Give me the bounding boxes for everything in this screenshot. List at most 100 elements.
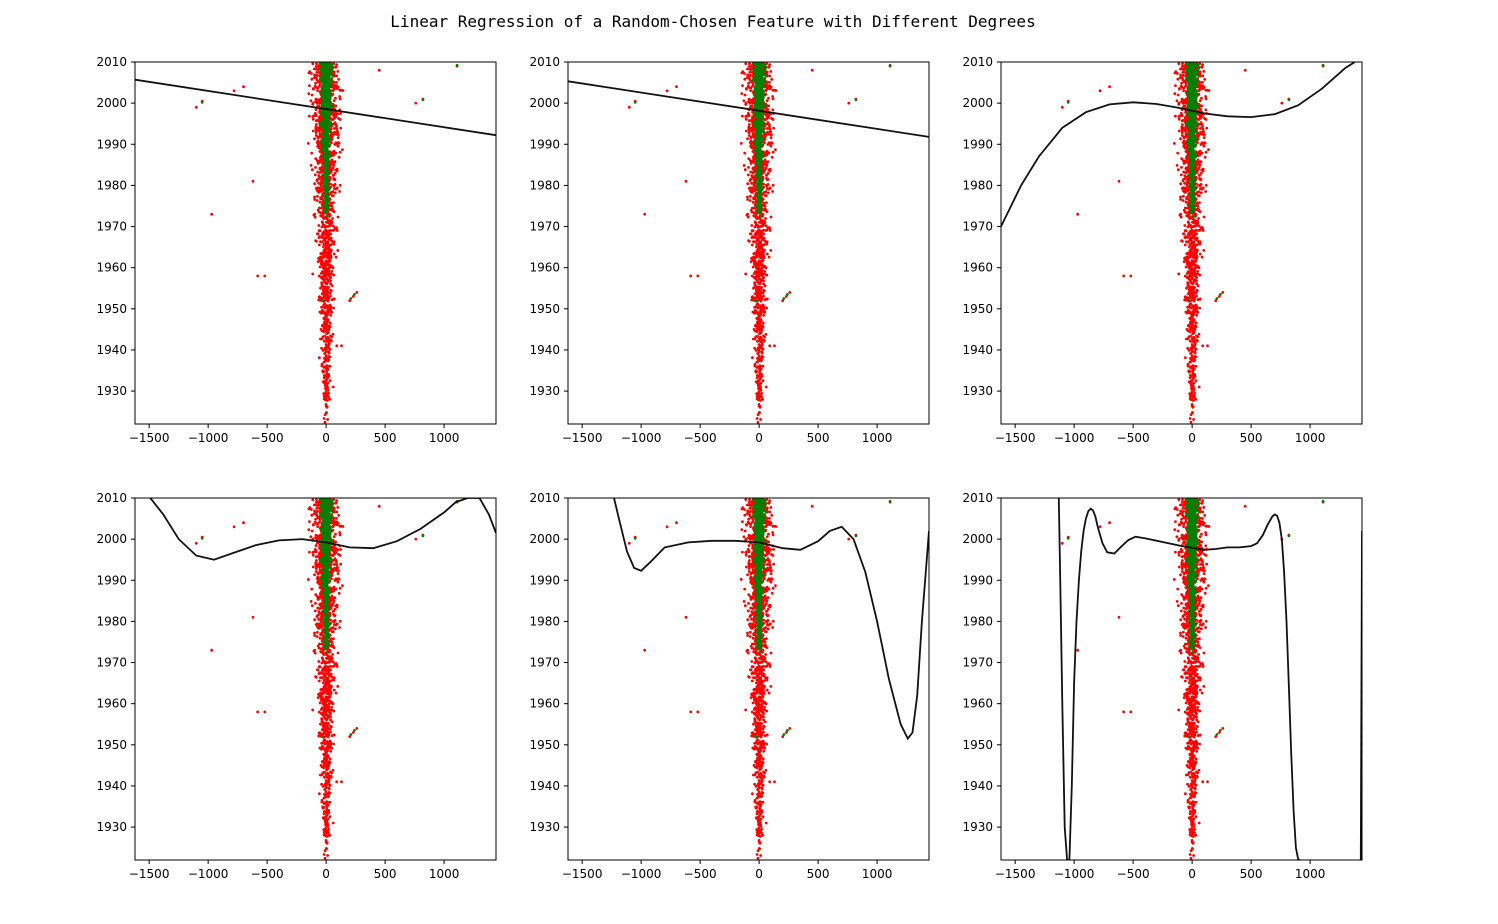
data-point-red bbox=[765, 252, 769, 256]
data-point-green bbox=[786, 293, 789, 296]
data-point-red bbox=[696, 274, 700, 278]
data-point-green bbox=[759, 159, 763, 162]
data-point-green bbox=[326, 205, 330, 208]
data-point-green bbox=[757, 95, 761, 98]
data-point-red bbox=[760, 373, 764, 376]
data-point-green bbox=[755, 79, 759, 82]
data-point-red bbox=[765, 201, 768, 205]
data-point-green bbox=[633, 100, 637, 104]
figure-title: Linear Regression of a Random-Chosen Fea… bbox=[390, 12, 1036, 31]
data-point-red bbox=[313, 73, 316, 77]
data-point-red bbox=[754, 265, 758, 268]
data-point-red bbox=[758, 235, 762, 239]
data-point-red bbox=[314, 65, 318, 68]
data-point-red bbox=[752, 157, 756, 161]
data-point-red bbox=[327, 391, 330, 395]
data-point-red bbox=[757, 293, 761, 296]
data-point-red bbox=[749, 89, 752, 92]
data-point-red bbox=[310, 77, 314, 81]
data-point-red bbox=[750, 210, 754, 214]
data-point-red bbox=[313, 195, 316, 199]
data-point-red bbox=[748, 77, 751, 80]
data-point-red bbox=[310, 151, 314, 155]
data-point-red bbox=[319, 135, 323, 139]
data-point-green bbox=[760, 207, 763, 211]
data-point-red bbox=[684, 179, 688, 183]
data-point-green bbox=[758, 62, 762, 65]
data-point-red bbox=[768, 133, 771, 136]
data-point-red bbox=[758, 298, 761, 302]
data-point-red bbox=[321, 297, 324, 300]
data-point-red bbox=[689, 274, 693, 278]
data-point-red bbox=[324, 266, 327, 270]
data-point-green bbox=[756, 131, 760, 135]
data-point-red bbox=[1196, 284, 1200, 288]
data-point-green bbox=[758, 134, 761, 137]
data-point-red bbox=[320, 220, 324, 224]
data-point-red bbox=[336, 70, 340, 73]
data-point-red bbox=[756, 311, 760, 315]
x-tick-label: −1000 bbox=[621, 431, 662, 445]
data-point-red bbox=[767, 255, 771, 259]
data-point-red bbox=[751, 150, 755, 153]
data-point-green bbox=[322, 204, 326, 207]
data-point-red bbox=[1179, 84, 1183, 88]
data-point-red bbox=[318, 82, 322, 86]
data-point-red bbox=[312, 87, 315, 90]
data-point-red bbox=[322, 366, 326, 369]
data-point-red bbox=[765, 163, 769, 167]
data-point-red bbox=[746, 215, 750, 219]
data-point-red bbox=[326, 381, 330, 385]
data-point-red bbox=[325, 288, 328, 291]
data-point-red bbox=[754, 193, 757, 196]
data-point-red bbox=[757, 390, 761, 394]
data-point-red bbox=[332, 306, 335, 310]
data-point-red bbox=[751, 167, 755, 171]
data-point-green bbox=[763, 78, 766, 82]
data-point-red bbox=[771, 97, 775, 101]
data-point-red bbox=[330, 310, 334, 314]
data-point-red bbox=[771, 190, 774, 193]
data-point-red bbox=[313, 182, 317, 186]
data-point-red bbox=[325, 254, 329, 257]
y-tick: 1940 bbox=[96, 343, 135, 357]
data-point-green bbox=[755, 204, 759, 207]
data-point-red bbox=[331, 194, 335, 198]
data-point-red bbox=[749, 178, 752, 182]
data-point-red bbox=[767, 96, 770, 100]
data-point-green bbox=[325, 190, 328, 194]
data-point-red bbox=[761, 379, 765, 383]
data-point-green bbox=[760, 62, 764, 65]
data-point-red bbox=[767, 141, 771, 145]
data-point-red bbox=[326, 260, 330, 264]
data-point-green bbox=[322, 111, 326, 114]
x-tick: −1500 bbox=[562, 424, 602, 445]
data-point-red bbox=[320, 270, 324, 273]
data-point-red bbox=[325, 320, 329, 324]
data-point-red bbox=[263, 274, 267, 278]
data-point-red bbox=[762, 264, 766, 268]
data-point-red bbox=[1200, 65, 1204, 69]
data-point-red bbox=[335, 127, 339, 131]
data-point-red bbox=[311, 62, 315, 65]
data-point-red bbox=[328, 291, 332, 295]
data-point-red bbox=[749, 80, 753, 84]
data-point-red bbox=[329, 182, 332, 186]
x-tick-label: −1500 bbox=[129, 431, 170, 445]
data-point-green bbox=[759, 205, 763, 208]
data-point-green bbox=[760, 139, 764, 143]
data-point-green bbox=[760, 70, 764, 74]
data-point-red bbox=[755, 242, 759, 246]
data-point-red bbox=[766, 171, 770, 175]
data-point-red bbox=[747, 125, 751, 129]
data-point-red bbox=[746, 112, 750, 115]
data-point-red bbox=[333, 191, 337, 195]
data-point-red bbox=[314, 134, 318, 137]
data-point-red bbox=[313, 173, 317, 177]
data-point-red bbox=[338, 150, 342, 154]
data-point-red bbox=[760, 273, 764, 276]
data-point-red bbox=[329, 279, 332, 283]
data-point-red bbox=[757, 337, 761, 340]
data-point-green bbox=[323, 103, 326, 106]
data-point-green bbox=[325, 62, 329, 65]
